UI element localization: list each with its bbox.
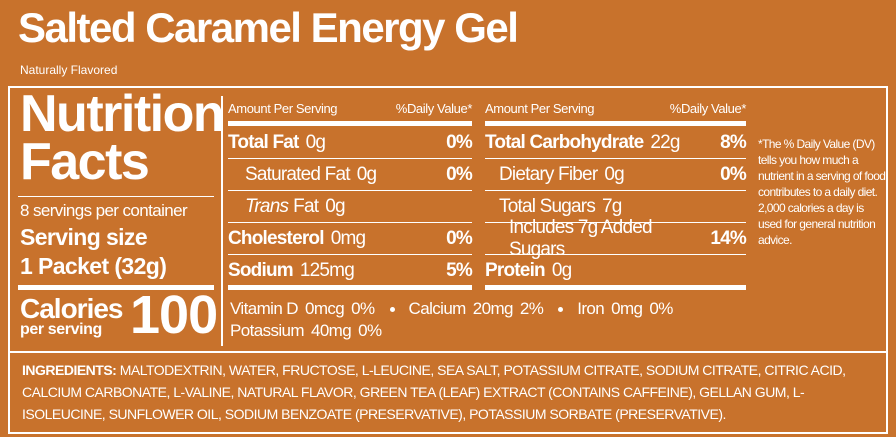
ingredients-text: MALTODEXTRIN, WATER, FRUCTOSE, L-LEUCINE… (22, 362, 846, 422)
divider (18, 285, 214, 290)
daily-value: 0% (720, 164, 747, 185)
divider (8, 351, 888, 353)
nutrient-row: Protein 0g (485, 255, 746, 287)
nutrient-amount: 0g (356, 164, 377, 185)
nutrient-row: Saturated Fat 0g 0% (245, 159, 473, 191)
vitamin-text: Potassium (230, 321, 305, 340)
vitamin-text: 0mcg (304, 299, 345, 318)
divider (228, 190, 472, 191)
nutrient-name: Cholesterol (228, 228, 325, 249)
nutrient-name: Total Fat (228, 132, 299, 153)
servings: 8 servings per container (20, 201, 188, 220)
daily-value: 5% (446, 260, 473, 281)
nutrient-row: Dietary Fiber 0g 0% (499, 159, 747, 191)
vitamin-text: 0% (358, 321, 382, 340)
nutrient-amount: 125mg (299, 260, 355, 281)
ingredients: INGREDIENTS: MALTODEXTRIN, WATER, FRUCTO… (22, 359, 882, 425)
nutrient-amount: 0g (551, 260, 572, 281)
daily-value: 0% (446, 228, 473, 249)
divider (221, 96, 223, 346)
serving-size-label: Serving size (20, 224, 148, 250)
nutrient-name: Fat (293, 196, 319, 217)
divider (485, 254, 746, 255)
nutrient-row: Includes 7g Added Sugars 14% (509, 217, 747, 260)
table-header: Amount Per Serving %Daily Value* (485, 101, 746, 116)
nutrient-amount: 7g (602, 196, 622, 217)
nutrient-row: Total Carbohydrate 22g 8% (485, 127, 747, 159)
vitamin-text: 40mg (310, 321, 352, 340)
nutrient-amount: 0mg (330, 228, 366, 249)
divider (228, 222, 472, 223)
nutrient-amount: 0g (305, 132, 326, 153)
nutrient-row: Cholesterol 0mg 0% (228, 223, 473, 255)
nutrient-name: Saturated Fat (245, 164, 351, 185)
serving-size: 1 Packet (32g) (20, 253, 167, 279)
facts-heading: Facts (20, 133, 150, 191)
subtitle: Naturally Flavored (20, 63, 118, 77)
ingredients-label: INGREDIENTS: (22, 362, 117, 378)
divider (485, 190, 746, 191)
vitamin-text: 0% (649, 299, 673, 318)
divider (485, 121, 746, 126)
nutrient-amount: 22g (650, 132, 680, 153)
divider (228, 254, 472, 255)
nutrient-amount: 0g (604, 164, 624, 185)
vitamin-text: 0% (351, 299, 375, 318)
vitamin-line: Potassium 40mg 0% (230, 321, 388, 341)
nutrient-name: Total Carbohydrate (485, 132, 644, 153)
bullet (389, 306, 395, 312)
table-header: Amount Per Serving %Daily Value* (228, 101, 472, 116)
nutrient-row: Trans Fat 0g (245, 191, 472, 223)
daily-value: 0% (446, 164, 473, 185)
daily-value: 8% (720, 132, 747, 153)
divider (485, 222, 746, 223)
label-box (8, 86, 888, 434)
footnote: *The % Daily Value (DV) tells you how mu… (758, 137, 886, 247)
vitamin-text: 20mg (472, 299, 514, 318)
daily-value: 14% (710, 228, 746, 249)
nutrient-name: Protein (485, 260, 546, 281)
nutrient-name: Total Sugars (499, 196, 596, 217)
vitamin-text: Vitamin D (230, 299, 299, 318)
calories-label: Calories (20, 293, 123, 324)
amount-header: Amount Per Serving (485, 101, 595, 116)
dv-header: %Daily Value* (669, 101, 747, 116)
divider (228, 158, 472, 159)
vitamin-text: Calcium (408, 299, 467, 318)
bullet (558, 306, 564, 312)
divider (228, 121, 472, 126)
vitamin-line: Vitamin D 0mcg 0% Calcium 20mg 2% Iron 0mg 0% (230, 299, 680, 319)
nutrient-name: Trans (245, 196, 289, 217)
calories-value: 100 (130, 285, 218, 345)
vitamin-text: 0mg (611, 299, 643, 318)
nutrient-name: Dietary Fiber (499, 164, 598, 185)
nutrient-name: Sodium (228, 260, 294, 281)
vitamin-text: Iron (577, 299, 605, 318)
divider (485, 158, 746, 159)
vitamin-text: 2% (519, 299, 544, 318)
dv-header: %Daily Value* (395, 101, 473, 116)
calories-sub: per serving (20, 321, 102, 338)
nutrient-row: Total Fat 0g 0% (228, 127, 473, 159)
nutrient-row: Total Sugars 7g (499, 191, 746, 223)
amount-header: Amount Per Serving (228, 101, 338, 116)
nutrient-row: Sodium 125mg 5% (228, 255, 473, 287)
nutrient-amount: 0g (325, 196, 345, 217)
divider (485, 285, 746, 290)
facts-heading: Nutrition (20, 85, 225, 143)
divider (228, 285, 472, 290)
title: Salted Caramel Energy Gel (18, 4, 519, 51)
divider (18, 196, 214, 197)
daily-value: 0% (446, 132, 473, 153)
